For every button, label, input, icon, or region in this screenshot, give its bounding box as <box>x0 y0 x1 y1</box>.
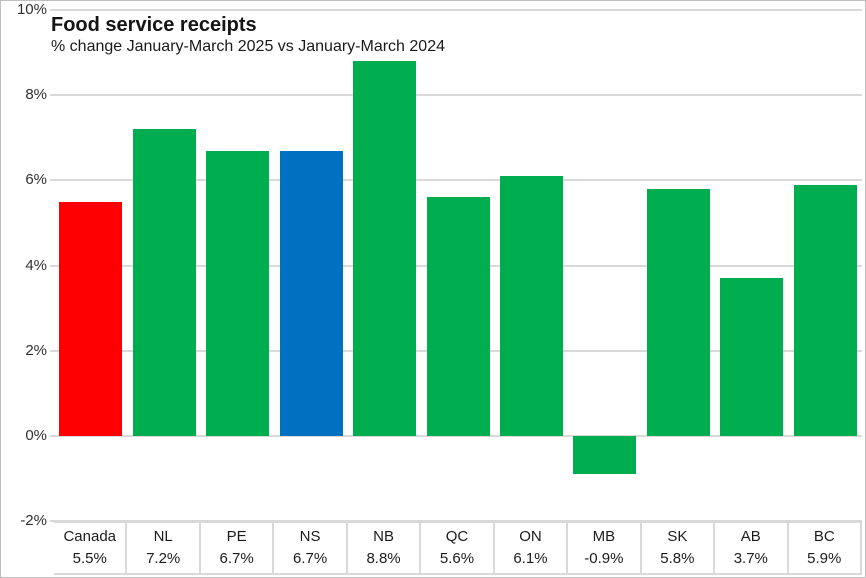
table-cell-bc: BC 5.9% <box>786 523 860 573</box>
table-cell-ns: NS 6.7% <box>272 523 345 573</box>
category-label: NB <box>373 528 394 545</box>
category-value: -0.9% <box>584 550 624 567</box>
category-value: 6.7% <box>219 550 254 567</box>
gridline-8% <box>50 94 862 97</box>
table-cell-ab: AB 3.7% <box>713 523 786 573</box>
category-label: ON <box>519 528 542 545</box>
table-cell-pe: PE 6.7% <box>198 523 272 573</box>
category-value: 3.7% <box>733 550 768 567</box>
table-cell-mb: MB -0.9% <box>566 523 639 573</box>
y-axis-tick-label: 4% <box>25 256 47 274</box>
category-label: NL <box>153 528 173 545</box>
y-axis-tick-label: -2% <box>20 512 47 529</box>
y-axis-tick-label: 8% <box>25 86 47 104</box>
table-cell-nb: NB 8.8% <box>345 523 419 573</box>
bar-canada <box>59 201 123 436</box>
category-label: NS <box>299 528 321 545</box>
category-label: MB <box>592 528 616 545</box>
bar-sk <box>646 188 710 436</box>
table-cell-qc: QC 5.6% <box>419 523 492 573</box>
bar-nb <box>353 61 417 436</box>
gridline-0% <box>50 434 862 437</box>
y-axis-tick-label: 0% <box>25 426 47 444</box>
bar-ns <box>279 150 343 436</box>
category-value: 8.8% <box>366 550 401 567</box>
category-value: 7.2% <box>146 550 181 567</box>
category-label: AB <box>740 528 761 545</box>
bar-nl <box>132 129 196 436</box>
category-value: 5.9% <box>807 550 842 567</box>
bar-bc <box>793 184 857 436</box>
table-cell-sk: SK 5.8% <box>639 523 713 573</box>
bar-mb <box>573 435 637 475</box>
category-value: 5.6% <box>439 550 475 567</box>
y-axis-tick-label: 10% <box>16 1 47 18</box>
bar-qc <box>426 197 490 436</box>
table-cell-canada: Canada 5.5% <box>54 523 125 573</box>
chart-title: Food service receipts <box>51 14 257 36</box>
table-cell-on: ON 6.1% <box>492 523 566 573</box>
category-value: 5.5% <box>72 550 107 567</box>
y-axis-tick-label: 2% <box>25 341 47 359</box>
category-label: PE <box>226 528 247 545</box>
bar-pe <box>206 150 270 436</box>
category-value: 5.8% <box>660 550 695 567</box>
category-label: SK <box>667 528 688 545</box>
y-axis-tick-label: 6% <box>25 171 47 189</box>
bar-on <box>499 176 563 436</box>
category-value: 6.1% <box>513 550 548 567</box>
category-label: BC <box>813 528 835 545</box>
category-label: QC <box>445 528 469 545</box>
table-cell-nl: NL 7.2% <box>125 523 198 573</box>
category-value: 6.7% <box>292 550 328 567</box>
gridline-10% <box>50 9 862 11</box>
gridline-6% <box>50 179 862 182</box>
chart-subtitle: % change January-March 2025 vs January-M… <box>51 38 445 55</box>
bar-ab <box>720 278 784 436</box>
data-table: Canada 5.5% NL 7.2% PE 6.7% NS 6.7% NB 8.8% QC 5.6%… <box>54 521 862 575</box>
category-label: Canada <box>63 528 116 545</box>
chart-header: Food service receipts % change January-M… <box>51 13 445 56</box>
